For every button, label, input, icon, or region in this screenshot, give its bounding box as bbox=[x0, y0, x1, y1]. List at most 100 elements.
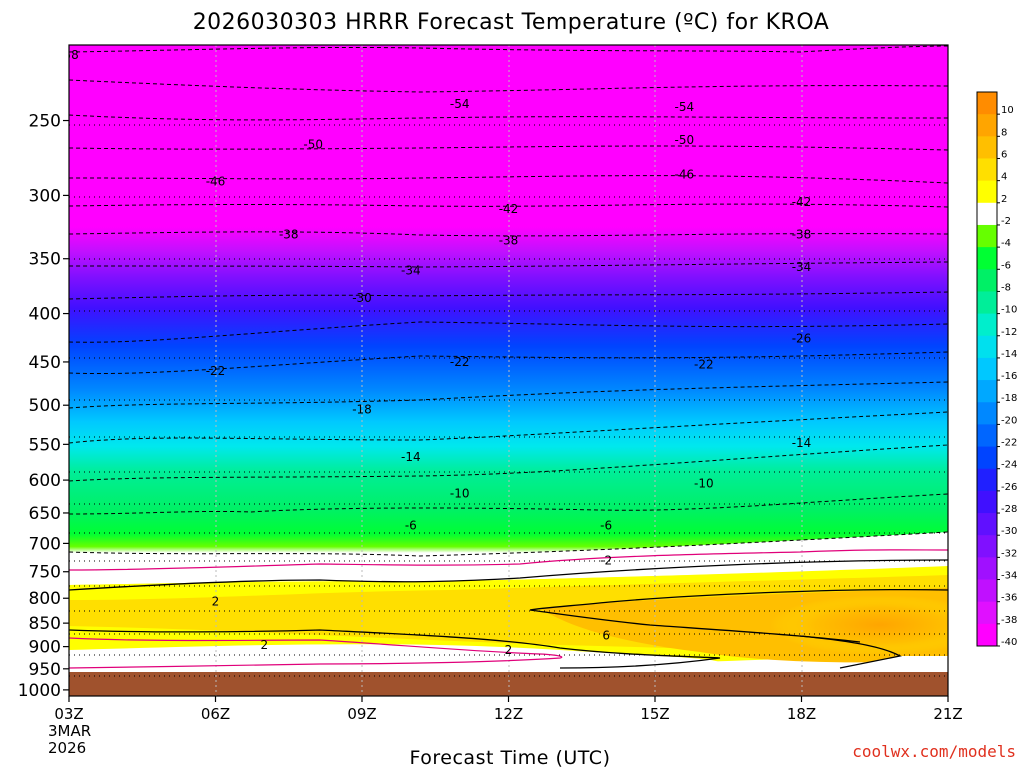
x-axis: 03Z 06Z 09Z 12Z 15Z 18Z 21Z bbox=[54, 696, 963, 723]
x-tick-label: 06Z bbox=[201, 705, 230, 723]
colorbar-label: -36 bbox=[1001, 593, 1017, 604]
isotherm-minus-2 bbox=[69, 531, 948, 557]
isotherm-minus-34 bbox=[69, 261, 948, 268]
y-tick-label: 1000 bbox=[18, 681, 61, 701]
isotherm-plus-2-lower bbox=[69, 629, 721, 669]
y-tick-label: 850 bbox=[29, 614, 61, 634]
colorbar-label: -12 bbox=[1001, 327, 1017, 338]
colorbar-label: 4 bbox=[1001, 172, 1007, 183]
y-tick-label: 400 bbox=[29, 305, 61, 325]
y-tick-label: 500 bbox=[29, 396, 61, 416]
colorbar-label: 8 bbox=[1001, 127, 1007, 138]
colorbar-swatch bbox=[977, 357, 997, 381]
isotherm-minus-58-top bbox=[69, 45, 948, 53]
contour-label: -38 bbox=[279, 228, 299, 242]
y-axis: 250 300 350 400 450 500 550 600 650 700 750 800 850 9… bbox=[18, 112, 69, 701]
colorbar-swatch bbox=[977, 402, 997, 425]
y-tick-label: 750 bbox=[29, 563, 61, 583]
colorbar-label: -20 bbox=[1001, 415, 1017, 426]
isotherm-minus-22 bbox=[69, 351, 948, 375]
y-tick-label: 300 bbox=[29, 186, 61, 206]
colorbar-swatch bbox=[977, 468, 997, 492]
freezing-layer-white-band bbox=[69, 532, 948, 585]
colorbar-label: -6 bbox=[1001, 260, 1011, 271]
isotherms-zero bbox=[69, 549, 948, 669]
contour-label: 6 bbox=[602, 629, 610, 643]
colorbar-label: 10 bbox=[1001, 105, 1014, 116]
colorbar: 10 8 6 4 2 -2 -4 -6 -8 -10 -12 -14 -16 -18 -20 -22 -24 -2… bbox=[976, 91, 1017, 648]
colorbar-swatch bbox=[977, 158, 997, 182]
colorbar-swatch bbox=[977, 180, 997, 204]
isotherm-zero-lower bbox=[69, 637, 563, 669]
x-date-day: 3MAR bbox=[48, 722, 91, 740]
surface-white-layer-right bbox=[840, 656, 948, 672]
y-tick-label: 650 bbox=[29, 504, 61, 524]
isotherm-minus-46 bbox=[69, 175, 948, 184]
contour-label: -10 bbox=[694, 476, 714, 490]
contour-label: -50 bbox=[303, 137, 323, 151]
contour-label: -58 bbox=[59, 48, 79, 62]
colorbar-swatch bbox=[977, 601, 997, 625]
contour-label: -22 bbox=[694, 358, 714, 372]
isotherm-minus-26 bbox=[69, 321, 948, 343]
y-tick-label: 450 bbox=[29, 353, 61, 373]
plot-area: -58-58 -58-54 -54-50 -50-46-46-42 -42-38 -38-… bbox=[59, 45, 948, 696]
contour-label: -30 bbox=[352, 291, 372, 305]
contour-label: 2 bbox=[505, 643, 513, 657]
contour-label: 2 bbox=[212, 594, 220, 608]
colorbar-swatch bbox=[977, 92, 997, 115]
colorbar-swatch bbox=[977, 380, 997, 403]
colorbar-label: -4 bbox=[1001, 238, 1011, 249]
colorbar-swatch bbox=[977, 114, 997, 137]
colorbar-label: 6 bbox=[1001, 149, 1007, 160]
colorbar-swatch bbox=[977, 136, 997, 159]
colorbar-label: -38 bbox=[1001, 615, 1017, 626]
grid bbox=[215, 45, 803, 696]
contour-label: -42 bbox=[499, 202, 519, 216]
isotherm-minus-38 bbox=[69, 231, 948, 237]
colorbar-label: -32 bbox=[1001, 548, 1017, 559]
contour-label: -54 bbox=[674, 100, 694, 114]
contour-label: -54 bbox=[450, 97, 470, 111]
colorbar-swatch bbox=[977, 291, 997, 315]
colorbar-frame bbox=[976, 91, 998, 647]
contour-label: -46 bbox=[674, 167, 694, 181]
colorbar-swatch bbox=[977, 446, 997, 470]
colorbar-label: -30 bbox=[1001, 526, 1017, 537]
x-tick-label: 18Z bbox=[787, 705, 816, 723]
colorbar-swatch bbox=[977, 269, 997, 292]
x-date-year: 2026 bbox=[48, 739, 86, 757]
isotherm-minus-58 bbox=[69, 79, 948, 93]
x-axis-label: Forecast Time (UTC) bbox=[410, 747, 611, 768]
colorbar-label: -26 bbox=[1001, 482, 1017, 493]
y-tick-label: 950 bbox=[29, 660, 61, 680]
contour-label: -14 bbox=[792, 436, 812, 450]
contour-label: -10 bbox=[450, 487, 470, 501]
colorbar-label: -34 bbox=[1001, 571, 1017, 582]
contour-label: -38 bbox=[499, 234, 519, 248]
contour-label: -34 bbox=[401, 263, 421, 277]
y-tick-label: 550 bbox=[29, 435, 61, 455]
colorbar-swatch bbox=[977, 535, 997, 558]
y-tick-label: 700 bbox=[29, 534, 61, 554]
y-tick-label: 600 bbox=[29, 471, 61, 491]
isotherm-minus-6 bbox=[69, 493, 948, 515]
colorbar-label: 2 bbox=[1001, 194, 1007, 205]
colorbar-label: -28 bbox=[1001, 504, 1017, 515]
contour-label: -38 bbox=[792, 228, 812, 242]
x-tick-label: 12Z bbox=[494, 705, 523, 723]
colorbar-label: -2 bbox=[1001, 216, 1011, 227]
contour-label: -14 bbox=[401, 450, 421, 464]
isotherm-minus-42 bbox=[69, 203, 948, 208]
colorbar-swatch bbox=[977, 513, 997, 536]
colorbar-swatch bbox=[977, 623, 997, 647]
colorbar-label: -14 bbox=[1001, 349, 1017, 360]
isotherms-dashed bbox=[69, 45, 948, 557]
colorbar-label: -40 bbox=[1001, 637, 1017, 648]
x-tick-label: 15Z bbox=[640, 705, 669, 723]
colorbar-swatch bbox=[977, 247, 997, 270]
contour-label: 2 bbox=[261, 638, 269, 652]
isotherm-minus-30 bbox=[69, 291, 948, 300]
colorbar-label: -22 bbox=[1001, 438, 1017, 449]
contour-label: -46 bbox=[206, 174, 226, 188]
